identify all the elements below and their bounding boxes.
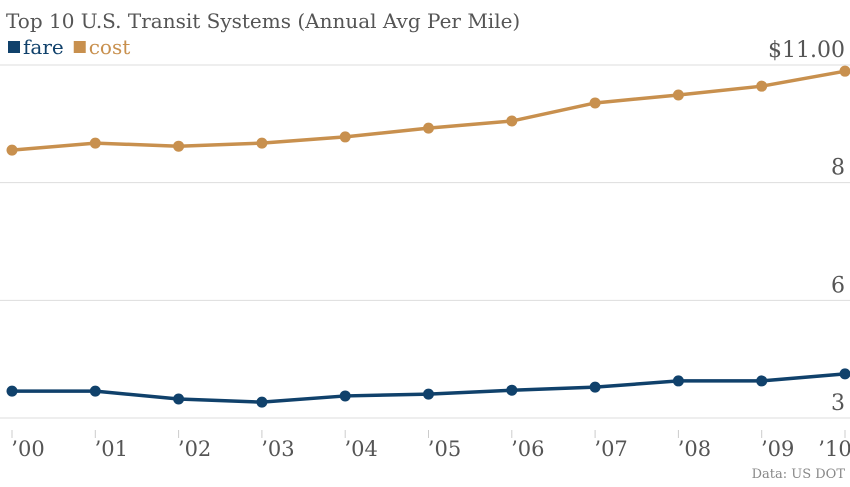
data-point	[6, 144, 18, 156]
legend-label: fare	[23, 35, 64, 59]
x-tick-label: ’00	[11, 437, 44, 461]
data-point	[506, 384, 518, 396]
y-tick-label: 8	[831, 156, 845, 181]
x-tick-label: ’06	[511, 437, 544, 461]
data-point	[89, 385, 101, 397]
source: Data: US DOT	[752, 467, 846, 482]
data-point	[506, 115, 518, 127]
data-point	[589, 381, 601, 393]
x-tick-label: ’03	[261, 437, 294, 461]
data-point	[423, 388, 434, 400]
data-point	[256, 396, 268, 408]
series-line	[11, 69, 846, 152]
x-tick-label: ’01	[95, 437, 128, 461]
data-point	[339, 390, 351, 402]
data-point	[256, 137, 268, 149]
legend-swatch	[8, 41, 20, 53]
legend-label: cost	[89, 35, 131, 59]
legend-swatch	[73, 41, 86, 53]
data-point	[756, 375, 768, 387]
x-tick-label: ’10	[818, 437, 850, 461]
data-point	[6, 385, 18, 397]
data-point	[89, 137, 101, 149]
data-point	[672, 89, 684, 101]
x-tick-label: ’05	[428, 437, 461, 461]
y-tick-label: 6	[831, 273, 845, 298]
x-tick-label: ’02	[178, 437, 211, 461]
chart-title: Top 10 U.S. Transit Systems (Annual Avg …	[6, 9, 520, 33]
y-tick-label: $11.00	[768, 38, 845, 63]
data-point	[756, 80, 768, 92]
data-point	[173, 140, 185, 152]
x-tick-label: ’09	[761, 437, 794, 461]
x-tick-label: ’04	[344, 437, 377, 461]
x-tick-label: ’08	[678, 437, 711, 461]
x-tick-label: ’07	[594, 437, 627, 461]
data-point	[672, 375, 684, 387]
data-point	[589, 97, 601, 109]
data-point	[839, 368, 850, 380]
y-tick-label: 3	[831, 391, 845, 416]
data-point	[339, 131, 351, 143]
data-point	[173, 393, 185, 405]
data-point	[839, 65, 850, 77]
data-point	[423, 122, 434, 134]
